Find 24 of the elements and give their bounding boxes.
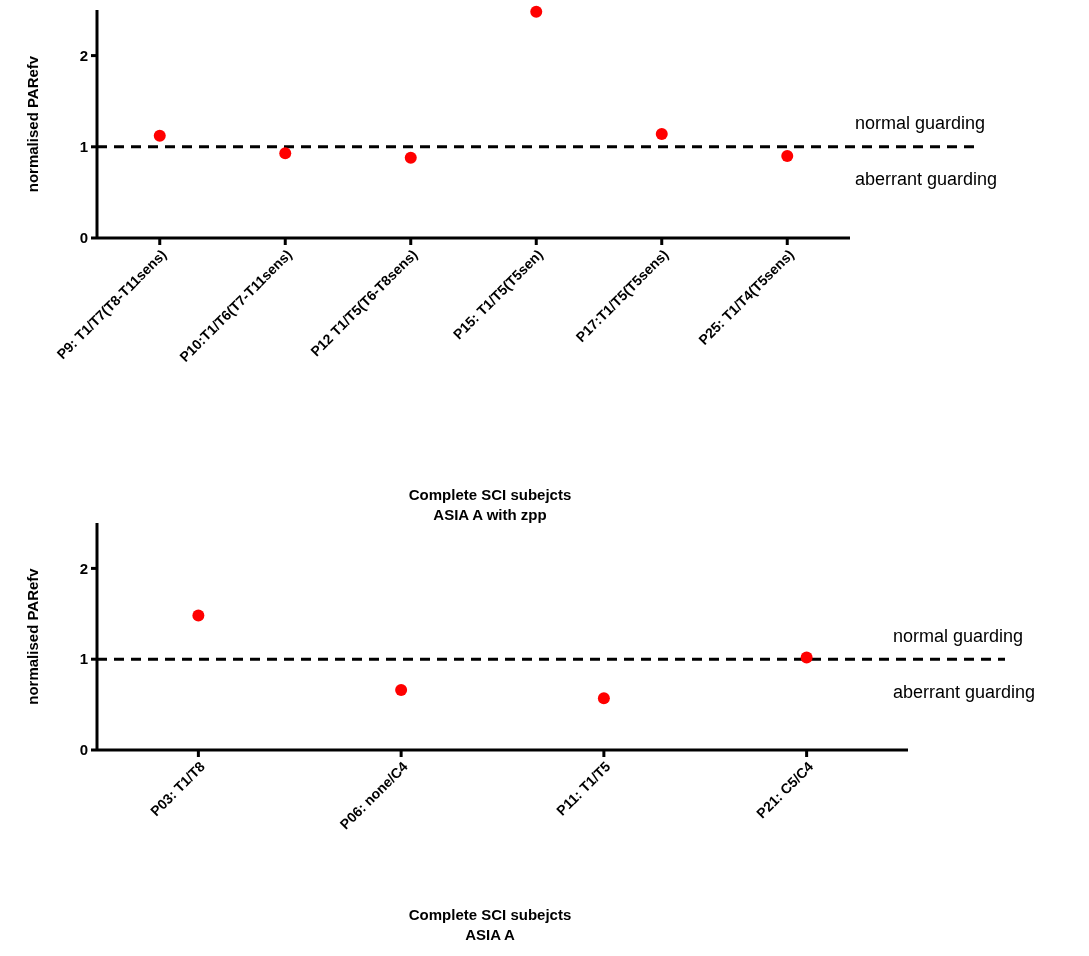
annotation: normal guarding (893, 625, 1024, 646)
point (404, 151, 417, 164)
y-axis-title: normalised PARefv (24, 55, 41, 193)
y-tick-label: 0 (79, 229, 88, 247)
x-axis-title: Complete SCI subejcts ASIA A (408, 906, 572, 943)
annotation: aberrant guarding (893, 681, 1036, 702)
y-tick-label: 2 (79, 46, 88, 64)
y-axis-title: normalised PARefv (24, 567, 41, 705)
point (530, 5, 543, 18)
point (655, 128, 668, 141)
y-tick-label: 1 (79, 650, 88, 668)
point (153, 129, 166, 142)
y-tick-label: 0 (79, 741, 88, 759)
point (279, 147, 292, 160)
text: normal guarding (855, 113, 986, 134)
y-tick-label: 2 (79, 559, 88, 577)
point (395, 684, 408, 697)
point (800, 651, 813, 664)
point (597, 692, 610, 705)
text: aberrant guarding (855, 169, 998, 190)
y-tick-label: 1 (79, 138, 88, 156)
point (781, 149, 794, 162)
x-axis-title: Complete SCI subejcts ASIA A with zpp (408, 486, 572, 523)
point (192, 609, 205, 622)
